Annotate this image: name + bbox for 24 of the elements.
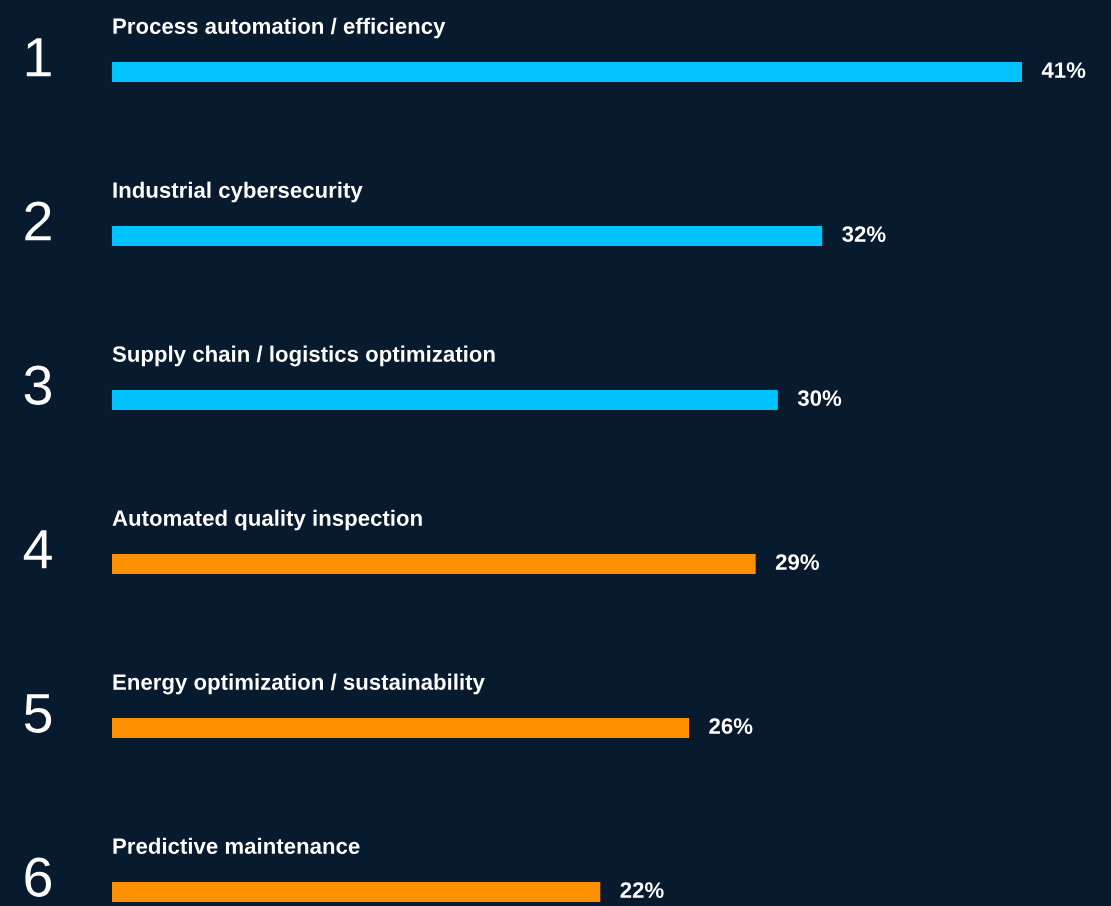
y-tick-label: Industrial cybersecurity — [113, 181, 363, 203]
text: 1 — [26, 38, 51, 77]
y-tick-label: Energy optimization / sustainability — [113, 673, 485, 695]
data-label: 32% — [842, 226, 886, 242]
text: 3 — [24, 365, 52, 405]
bar — [112, 554, 756, 574]
text: 2 — [25, 201, 51, 241]
y-tick-label: Automated quality inspection — [112, 509, 422, 531]
y-tick-label: Predictive maintenance — [113, 837, 360, 854]
text: 4 — [23, 530, 52, 569]
bar — [112, 226, 823, 246]
y-tick-label: Supply chain / logistics optimization — [112, 345, 495, 367]
text: 6 — [25, 857, 52, 897]
y-tick-label: Process automation / efficiency — [113, 17, 446, 39]
bar — [112, 390, 778, 410]
data-label: 41% — [1041, 62, 1086, 78]
text: 5 — [24, 694, 52, 733]
data-label: 30% — [797, 390, 842, 406]
bar — [112, 718, 690, 738]
bar — [112, 882, 601, 902]
data-label: 26% — [709, 718, 753, 734]
bar — [112, 62, 1022, 82]
data-label: 22% — [620, 882, 664, 898]
data-label: 29% — [775, 554, 819, 570]
